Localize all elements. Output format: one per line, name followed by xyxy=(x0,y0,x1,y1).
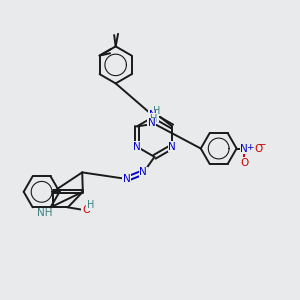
Text: CH₃: CH₃ xyxy=(113,47,116,48)
Text: N: N xyxy=(168,142,176,152)
Text: N: N xyxy=(123,174,130,184)
Text: −: − xyxy=(258,140,267,150)
Text: H: H xyxy=(153,106,161,116)
Text: NH: NH xyxy=(37,208,52,218)
Text: N: N xyxy=(148,118,156,128)
Text: O: O xyxy=(240,158,248,167)
Text: N: N xyxy=(149,110,157,120)
Text: O: O xyxy=(82,205,90,215)
Text: H: H xyxy=(150,114,157,124)
Text: N: N xyxy=(133,142,141,152)
Text: N: N xyxy=(139,167,147,177)
Text: H: H xyxy=(87,200,94,210)
Text: +: + xyxy=(246,143,253,152)
Text: O: O xyxy=(255,143,263,154)
Text: N: N xyxy=(151,111,158,121)
Text: N: N xyxy=(240,143,248,154)
